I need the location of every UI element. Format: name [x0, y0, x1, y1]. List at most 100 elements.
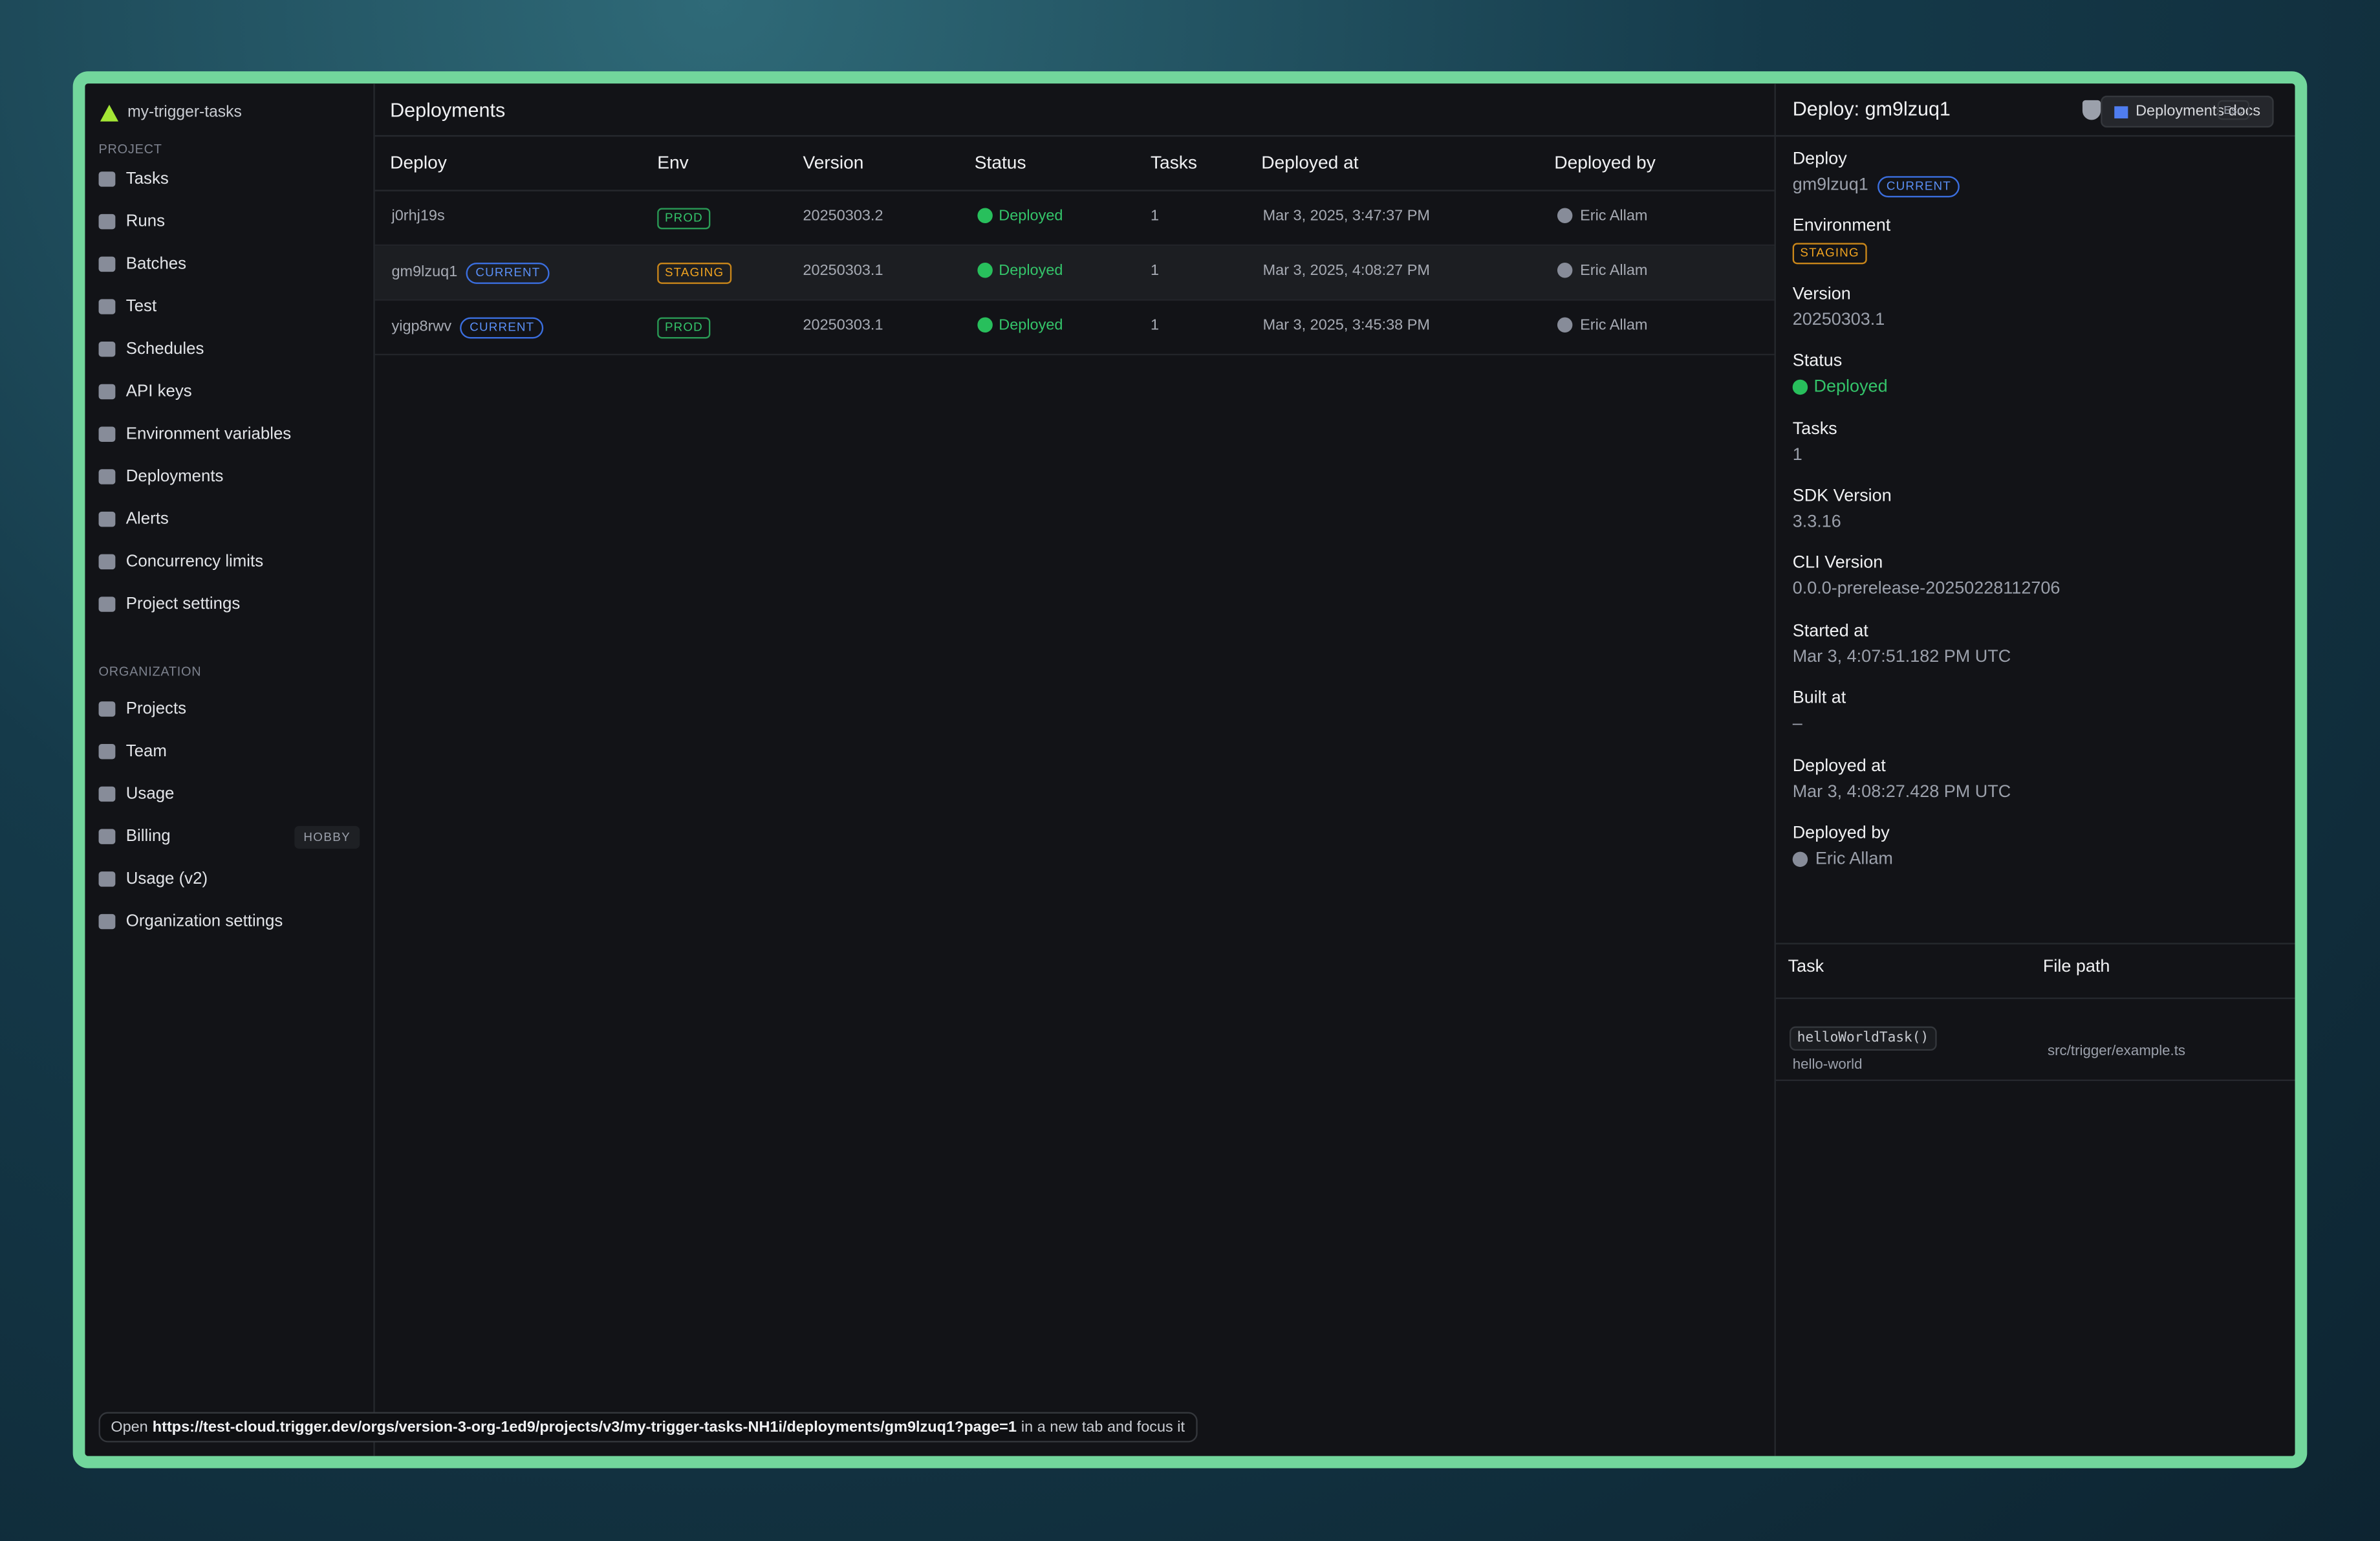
plan-badge: HOBBY: [294, 825, 360, 848]
nav-item[interactable]: Runs: [98, 205, 360, 239]
nav-label: Usage: [125, 785, 175, 803]
tasks: 1: [1150, 263, 1160, 279]
docs-label: Deployments docs: [2136, 103, 2261, 120]
nav-item[interactable]: Billing HOBBY: [98, 820, 360, 853]
deploy-id: gm9lzuq1: [391, 264, 458, 281]
nav-item[interactable]: Team: [98, 735, 360, 769]
nav-item[interactable]: Schedules: [98, 333, 360, 366]
deployed-by: Eric Allam: [1580, 263, 1648, 279]
field-label: Status: [1792, 352, 1843, 371]
field-value: Mar 3, 4:07:51.182 PM UTC: [1793, 648, 2011, 666]
env-badge: STAGING: [657, 263, 732, 284]
value: Deployed: [1813, 378, 1888, 397]
deploy-id: j0rhj19s: [391, 208, 445, 225]
nav-icon: [98, 701, 116, 717]
nav-label: Environment variables: [125, 425, 292, 444]
nav-item[interactable]: Concurrency limits: [98, 545, 360, 579]
value: 0.0.0-prerelease-20250228112706: [1792, 580, 2061, 599]
nav-label: Schedules: [125, 340, 204, 358]
nav-item[interactable]: Environment variables: [98, 417, 360, 451]
current-badge: CURRENT: [460, 317, 544, 339]
status-prefix: Open: [111, 1419, 148, 1436]
column-header: Tasks: [1150, 151, 1197, 173]
nav-item[interactable]: API keys: [98, 375, 360, 409]
section-label: ORGANIZATION: [98, 663, 202, 679]
value: –: [1792, 715, 1802, 734]
nav-item[interactable]: Usage (v2): [98, 862, 360, 896]
value: 20250303.1: [1792, 311, 1885, 329]
shield-icon: [2082, 100, 2101, 120]
nav-label: Concurrency limits: [125, 552, 264, 571]
value: Mar 3, 4:07:51.182 PM UTC: [1792, 648, 2011, 666]
nav-label: Tasks: [125, 169, 169, 189]
field-value: –: [1793, 716, 1802, 734]
nav-icon: [98, 299, 116, 314]
field-label: Deploy: [1792, 150, 1847, 169]
column-header: Deployed by: [1554, 151, 1656, 173]
env-badge: PROD: [657, 208, 711, 230]
table-row[interactable]: j0rhj19s PROD 20250303.2 Deployed 1 Mar 3, 20…: [374, 191, 1775, 246]
column-header: Status: [974, 151, 1026, 173]
nav-item[interactable]: Alerts: [98, 503, 360, 536]
page-title: Deployments: [390, 98, 506, 122]
field-label: SDK Version: [1792, 487, 1892, 506]
tasks: 1: [1150, 317, 1160, 334]
column-header: Deployed at: [1261, 151, 1359, 173]
badge: STAGING: [1792, 243, 1867, 265]
nav-icon: [98, 342, 116, 357]
nav-item[interactable]: Usage: [98, 778, 360, 811]
field-value: STAGING: [1792, 243, 1867, 265]
nav-icon: [98, 213, 116, 230]
version: 20250303.1: [803, 263, 883, 279]
field-value: Deployed: [1792, 378, 1888, 397]
nav-icon: [98, 871, 116, 887]
field-value: 3.3.16: [1793, 513, 1841, 531]
user-cell: Eric Allam: [1557, 208, 1647, 224]
nav-item[interactable]: Project settings: [98, 587, 360, 621]
nav-item[interactable]: Deployments: [98, 460, 360, 494]
field-label: Version: [1792, 285, 1851, 303]
close-button[interactable]: Esc: [2217, 100, 2249, 120]
nav-icon: [98, 171, 116, 187]
nav-item[interactable]: Projects: [98, 692, 360, 726]
nav-item[interactable]: Test: [98, 290, 360, 323]
field-label: Started at: [1792, 622, 1868, 640]
column-header: Version: [803, 151, 864, 173]
status-cell: Deployed: [977, 208, 1063, 224]
value: Eric Allam: [1815, 850, 1893, 869]
nav-label: Billing: [125, 827, 171, 846]
detail-title: Deploy: gm9lzuq1: [1792, 97, 1951, 120]
column-header: Env: [657, 151, 689, 173]
column-header: Deploy: [390, 151, 447, 173]
field-label: Environment: [1792, 217, 1891, 236]
deployed-by: Eric Allam: [1580, 317, 1648, 334]
field-label: Tasks: [1792, 420, 1837, 439]
task-column: Task: [1788, 957, 1824, 977]
nav-item[interactable]: Batches: [98, 248, 360, 281]
project-selector[interactable]: my-trigger-tasks: [100, 99, 362, 126]
nav-label: Team: [125, 742, 167, 761]
file-column: File path: [2042, 957, 2110, 977]
value: Mar 3, 4:08:27.428 PM UTC: [1792, 783, 2011, 802]
deployed-at: Mar 3, 2025, 3:45:38 PM: [1262, 317, 1430, 334]
file-path: src/trigger/example.ts: [2047, 1043, 2186, 1060]
nav-icon: [98, 511, 116, 527]
status-bar: Open https://test-cloud.trigger.dev/orgs…: [98, 1412, 1197, 1443]
status-icon: [1792, 380, 1808, 395]
nav-item[interactable]: Tasks: [98, 162, 360, 196]
status-cell: Deployed: [977, 317, 1063, 334]
badge: CURRENT: [1877, 176, 1960, 198]
current-badge: CURRENT: [466, 263, 550, 284]
task-id: hello-world: [1792, 1056, 1863, 1074]
value: 1: [1792, 446, 1802, 464]
avatar: [1557, 317, 1573, 333]
version: 20250303.2: [803, 208, 883, 225]
detail-panel: Deploy: gm9lzuq1 Esc Deploy gm9lzuq1 CURRE…: [1774, 83, 2295, 1456]
nav-label: Organization settings: [125, 912, 283, 931]
nav-item[interactable]: Organization settings: [98, 905, 360, 939]
table-row[interactable]: yigp8rwv CURRENT PROD 20250303.1 Deployed 1 Ma…: [374, 301, 1775, 356]
value: 3.3.16: [1792, 513, 1841, 532]
nav-icon: [98, 426, 116, 442]
table-row[interactable]: gm9lzuq1 CURRENT STAGING 20250303.1 Deployed…: [374, 246, 1775, 301]
